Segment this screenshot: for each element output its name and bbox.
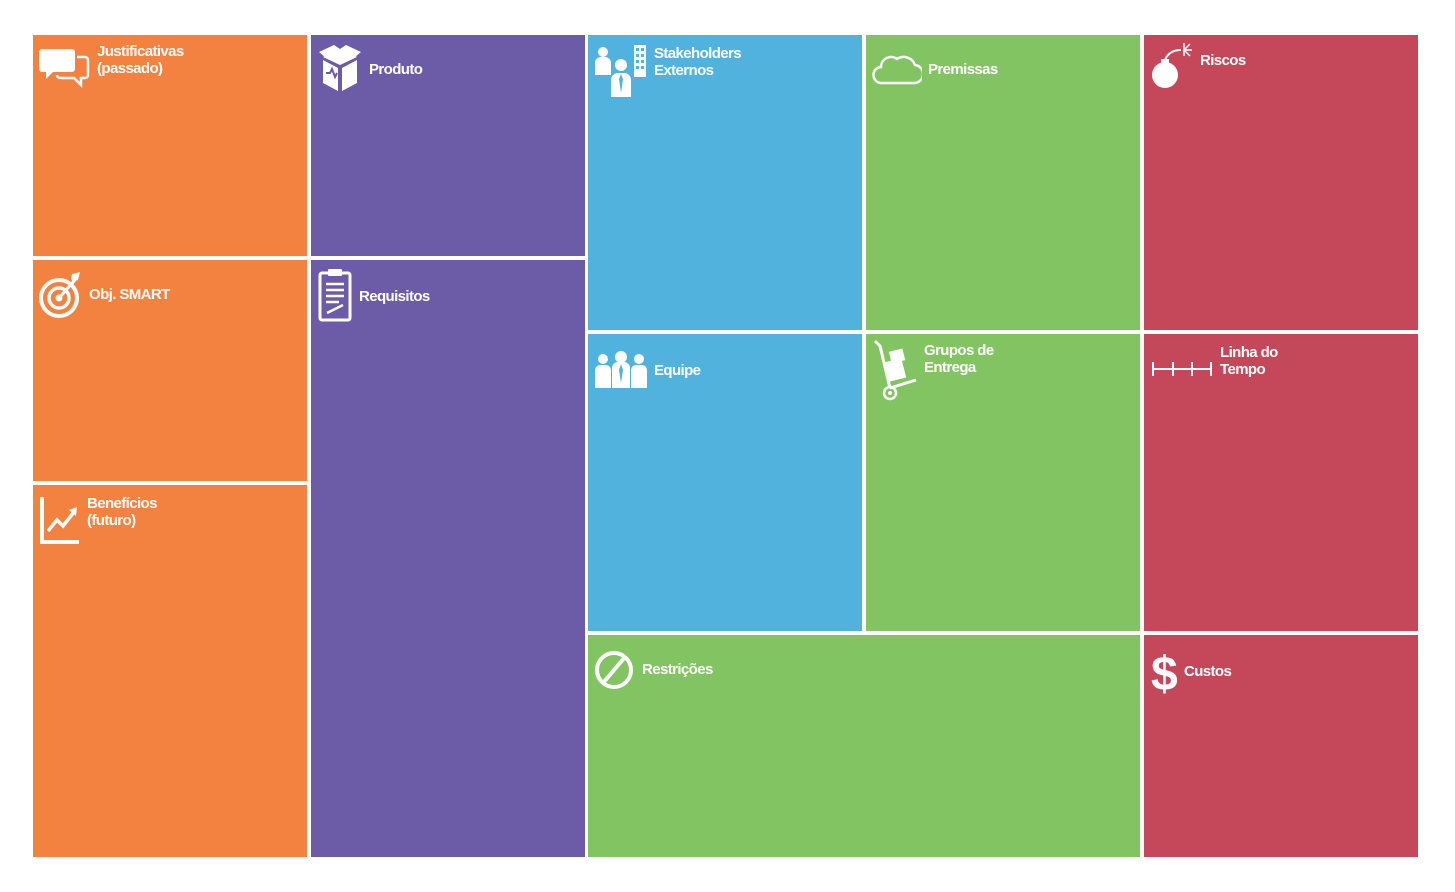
block-title: Justificativas (passado) [97,43,184,77]
dollar-icon: $ [1150,645,1178,697]
open-box-icon [317,43,363,95]
block-produto[interactable]: Produto [311,35,585,256]
block-restricoes[interactable]: Restrições [588,635,1140,857]
cloud-icon [872,49,922,89]
block-beneficios[interactable]: Benefícios (futuro) [33,485,307,857]
clipboard-icon [317,268,353,324]
block-title: Requisitos [359,287,430,305]
trend-chart-icon [39,495,81,545]
block-grupos[interactable]: Grupos de Entrega [866,334,1140,631]
team-icon [594,350,648,390]
block-riscos[interactable]: Riscos [1144,35,1418,330]
timeline-icon [1150,348,1214,378]
block-title: Obj. SMART [89,285,170,303]
block-obj-smart[interactable]: Obj. SMART [33,260,307,481]
bomb-icon [1150,43,1194,95]
block-justificativas[interactable]: Justificativas (passado) [33,35,307,256]
block-linha-tempo[interactable]: Linha do Tempo [1144,334,1418,631]
block-title: Equipe [654,361,701,379]
block-title: Benefícios (futuro) [87,495,157,529]
hand-truck-icon [872,338,918,402]
block-premissas[interactable]: Premissas [866,35,1140,330]
target-icon [39,270,83,322]
prohibited-icon [594,645,636,693]
block-title: Linha do Tempo [1220,344,1278,378]
block-equipe[interactable]: Equipe [588,334,862,631]
svg-text:$: $ [1151,648,1178,697]
block-requisitos[interactable]: Requisitos [311,260,585,857]
speech-bubbles-icon [39,43,91,95]
block-title: Restrições [642,660,713,678]
block-title: Riscos [1200,51,1246,69]
people-building-icon [594,43,648,99]
block-title: Grupos de Entrega [924,342,994,376]
block-title: Custos [1184,662,1232,680]
block-custos[interactable]: $ Custos [1144,635,1418,857]
block-title: Premissas [928,60,998,78]
block-title: Produto [369,60,423,78]
block-stakeholders[interactable]: Stakeholders Externos [588,35,862,330]
block-title: Stakeholders Externos [654,45,742,79]
